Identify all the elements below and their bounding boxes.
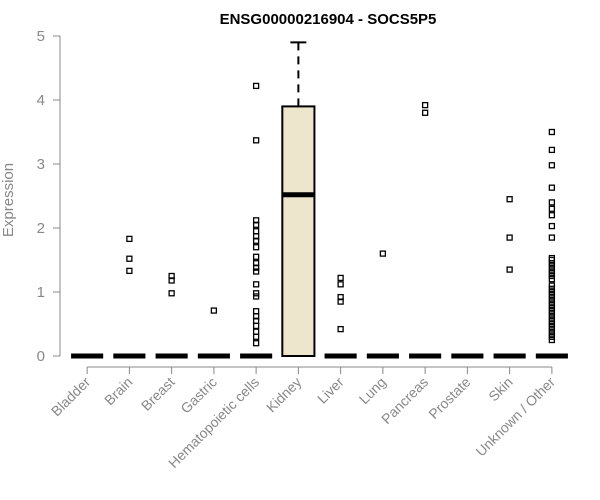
outlier-3-0	[210, 307, 218, 314]
outlier-11-0	[548, 336, 556, 344]
outlier-11-15	[548, 288, 556, 296]
y-axis: 0 1 2 3 4 5	[37, 28, 61, 365]
box-group-1	[113, 235, 146, 359]
outlier-6-4	[337, 274, 344, 282]
outlier-4-19	[252, 217, 260, 224]
outlier-8-0	[421, 109, 429, 116]
outlier-11-30	[548, 199, 556, 206]
outlier-4-9	[252, 281, 260, 288]
outlier-11-9	[548, 308, 556, 315]
outlier-10-2	[506, 196, 513, 203]
x-tick-label-10: Skin	[485, 374, 516, 405]
y-tick-label-5: 5	[37, 28, 45, 45]
outlier-6-3	[337, 281, 344, 288]
x-tick-label-0: Bladder	[48, 374, 94, 420]
outlier-11-19	[548, 272, 556, 280]
outlier-11-29	[548, 205, 556, 212]
y-tick-label-1: 1	[37, 284, 45, 301]
outlier-1-1	[126, 255, 133, 262]
outlier-4-2	[252, 328, 260, 335]
outlier-11-18	[548, 276, 556, 283]
outlier-11-34	[548, 128, 556, 136]
outlier-11-27	[548, 222, 556, 230]
x-tick-label-8: Pancreas	[378, 374, 431, 427]
x-tick-label-6: Liver	[314, 374, 347, 407]
outlier-11-21	[548, 266, 556, 273]
box-group-10	[493, 196, 526, 359]
outlier-11-8	[548, 311, 556, 318]
outlier-11-5	[548, 320, 556, 328]
outlier-4-7	[252, 293, 260, 300]
outlier-4-20	[252, 137, 260, 144]
outlier-10-1	[506, 234, 513, 241]
y-tick-label-3: 3	[37, 156, 45, 173]
x-tick-label-7: Lung	[356, 374, 389, 407]
outlier-4-14	[252, 244, 260, 251]
y-tick-label-2: 2	[37, 220, 45, 237]
outlier-11-20	[548, 269, 556, 276]
box-group-3	[197, 307, 230, 359]
outlier-11-16	[548, 285, 556, 292]
boxes-layer	[71, 41, 568, 359]
outlier-11-33	[548, 146, 556, 154]
outlier-11-11	[548, 301, 556, 308]
outlier-6-0	[337, 325, 344, 333]
outlier-7-0	[379, 250, 387, 257]
y-axis-label: Expression	[0, 163, 17, 237]
outlier-4-10	[252, 268, 260, 275]
box-group-11	[535, 128, 568, 359]
outlier-6-2	[337, 293, 344, 301]
outlier-4-8	[252, 290, 260, 297]
outlier-11-10	[548, 304, 556, 312]
outlier-11-7	[548, 314, 556, 321]
box-group-8	[409, 101, 442, 359]
outlier-11-3	[548, 327, 556, 334]
outlier-11-13	[548, 295, 556, 302]
box-5	[281, 105, 316, 358]
outlier-4-21	[252, 82, 260, 90]
outlier-4-0	[252, 340, 260, 347]
x-tick-label-1: Brain	[101, 374, 135, 408]
outlier-4-6	[252, 308, 260, 315]
outlier-11-22	[548, 263, 556, 270]
box-group-7	[366, 250, 399, 359]
x-tick-label-2: Breast	[138, 374, 178, 414]
outlier-11-12	[548, 298, 556, 305]
outlier-11-26	[548, 234, 556, 241]
outlier-4-17	[252, 228, 260, 235]
outlier-11-1	[548, 333, 556, 340]
outlier-11-25	[548, 254, 556, 262]
outlier-4-3	[252, 322, 260, 330]
y-tick-label-4: 4	[37, 92, 45, 109]
outlier-11-14	[548, 292, 556, 299]
box-group-5	[281, 41, 316, 358]
box-group-4	[240, 82, 273, 359]
x-tick-label-5: Kidney	[263, 374, 305, 416]
outlier-4-1	[252, 333, 260, 340]
box-group-6	[324, 274, 357, 359]
box-group-2	[155, 272, 188, 359]
outlier-2-2	[168, 272, 175, 280]
outlier-10-0	[506, 266, 513, 273]
outlier-1-0	[126, 267, 133, 275]
chart-title: ENSG00000216904 - SOCS5P5	[220, 11, 437, 28]
outlier-11-23	[548, 260, 556, 267]
x-tick-label-11: Unknown / Other	[472, 374, 558, 460]
outlier-1-2	[126, 235, 133, 243]
outlier-11-17	[548, 282, 556, 289]
x-tick-label-9: Prostate	[425, 374, 473, 422]
outlier-11-32	[548, 162, 556, 169]
outlier-11-28	[548, 212, 556, 219]
outlier-2-0	[168, 290, 175, 297]
outlier-11-2	[548, 330, 556, 337]
outlier-11-4	[548, 324, 556, 331]
outlier-4-12	[252, 260, 260, 267]
outlier-11-6	[548, 317, 556, 324]
outlier-4-13	[252, 253, 260, 260]
outlier-8-1	[421, 101, 429, 109]
y-tick-label-0: 0	[37, 348, 45, 365]
outlier-11-31	[548, 184, 556, 191]
